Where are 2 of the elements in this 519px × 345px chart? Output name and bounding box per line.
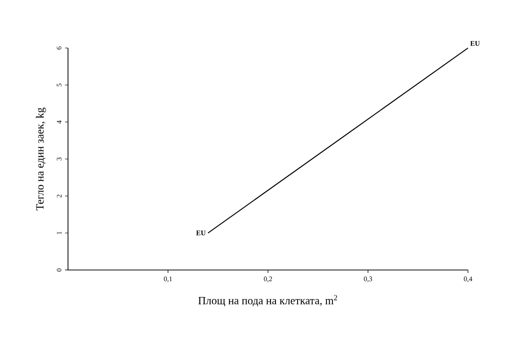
y-axis-title: Тегло на един заек, kg: [36, 108, 46, 210]
x-axis-title: Площ на пода на клетката, m$^{2}$: [198, 295, 338, 306]
